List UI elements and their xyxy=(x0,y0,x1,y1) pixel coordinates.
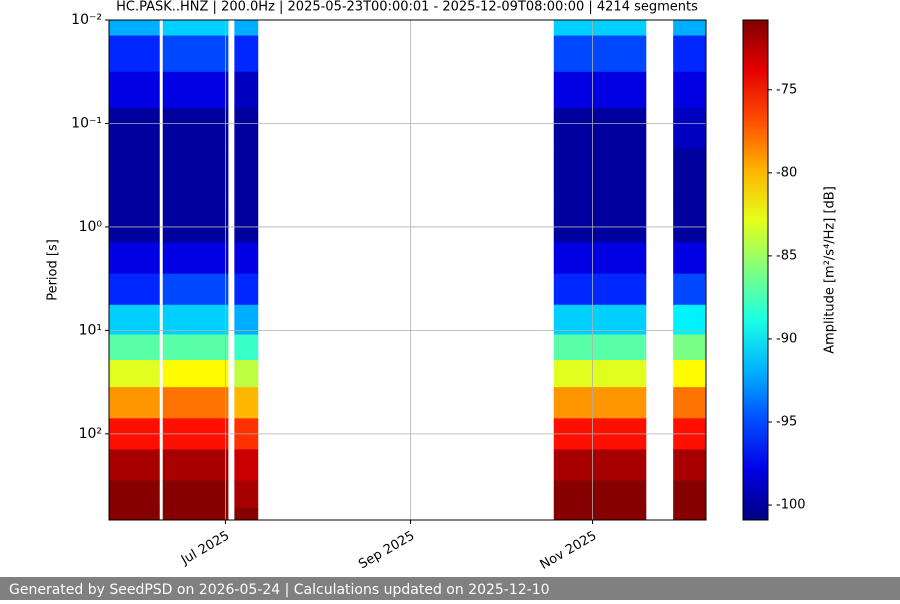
psd-cell xyxy=(673,71,706,109)
chart-title: HC.PASK..HNZ | 200.0Hz | 2025-05-23T00:0… xyxy=(116,0,698,15)
psd-cell xyxy=(553,334,647,361)
psd-cell xyxy=(673,107,706,149)
psd-cell xyxy=(162,35,229,73)
psd-cell xyxy=(109,508,160,521)
colorbar xyxy=(742,19,769,521)
psd-cell xyxy=(553,199,647,244)
psd-cell xyxy=(553,35,647,73)
psd-cell xyxy=(234,360,259,388)
psd-cell xyxy=(109,35,160,73)
psd-cell xyxy=(553,360,647,388)
psd-cell xyxy=(234,334,259,361)
plot-frame xyxy=(108,19,707,521)
psd-cell xyxy=(673,304,706,335)
psd-cell xyxy=(162,107,229,149)
psd-cell xyxy=(109,480,160,509)
psd-cell xyxy=(553,20,647,37)
psd-cell xyxy=(673,20,706,37)
colorbar-tick-label: -90 xyxy=(776,331,797,346)
footer-text: Generated by SeedPSD on 2026-05-24 | Cal… xyxy=(9,582,550,598)
y-tick-label: 10⁻² xyxy=(71,12,102,28)
psd-cell xyxy=(162,449,229,482)
psd-cell xyxy=(673,35,706,73)
colorbar-tick-label: -100 xyxy=(776,498,806,513)
y-tick-label: 10⁻¹ xyxy=(71,115,102,131)
psd-cell xyxy=(673,508,706,521)
psd-cell xyxy=(673,449,706,482)
psd-cell xyxy=(673,360,706,388)
psd-cell xyxy=(553,508,647,521)
psd-cell xyxy=(553,148,647,201)
y-tick-label: 10² xyxy=(79,426,102,442)
psd-cell xyxy=(673,242,706,275)
x-tick-label: Nov 2025 xyxy=(538,529,600,573)
psd-cell xyxy=(162,480,229,509)
psd-cell xyxy=(553,107,647,149)
psd-cell xyxy=(234,148,259,201)
colorbar-tick-label: -85 xyxy=(776,248,797,263)
psd-cell xyxy=(109,334,160,361)
y-tick-label: 10¹ xyxy=(79,322,102,338)
psd-cell xyxy=(234,387,259,419)
psd-cell xyxy=(673,199,706,244)
psd-cell xyxy=(234,480,259,509)
psd-cell xyxy=(162,334,229,361)
psd-cell xyxy=(162,508,229,521)
colorbar-tick-label: -75 xyxy=(776,82,797,97)
psd-cell xyxy=(234,107,259,149)
psd-cell xyxy=(553,273,647,306)
psd-cell xyxy=(234,508,259,521)
psd-cell xyxy=(234,273,259,306)
psd-cell xyxy=(673,480,706,509)
psd-cell xyxy=(234,242,259,275)
colorbar-tick-label: -95 xyxy=(776,414,797,429)
psd-cell xyxy=(162,360,229,388)
psd-cell xyxy=(162,387,229,419)
psd-cell xyxy=(234,449,259,482)
psd-cell xyxy=(162,199,229,244)
psd-cell xyxy=(234,71,259,109)
psd-cell xyxy=(109,242,160,275)
colorbar-tick-label: -80 xyxy=(776,165,797,180)
psd-cell xyxy=(109,107,160,149)
psd-cell xyxy=(234,20,259,37)
psd-cell xyxy=(234,35,259,73)
psd-cell xyxy=(109,148,160,201)
psd-cell xyxy=(553,480,647,509)
y-tick-label: 10⁰ xyxy=(79,219,103,235)
footer-bar xyxy=(0,577,900,600)
psd-cell xyxy=(673,273,706,306)
psd-cell xyxy=(109,449,160,482)
psd-cell xyxy=(162,20,229,37)
psd-cell xyxy=(553,304,647,335)
psd-cell xyxy=(109,20,160,37)
psd-cell xyxy=(234,304,259,335)
psd-cell xyxy=(162,273,229,306)
psd-cell xyxy=(162,242,229,275)
psd-cell xyxy=(162,304,229,335)
psd-cell xyxy=(109,71,160,109)
psd-cell xyxy=(162,71,229,109)
psd-cell xyxy=(162,148,229,201)
colorbar-label: Amplitude [m²/s⁴/Hz] [dB] xyxy=(823,186,838,354)
psd-cell xyxy=(673,148,706,201)
y-axis-label: Period [s] xyxy=(46,239,61,301)
psd-cell xyxy=(109,273,160,306)
psd-cell xyxy=(109,387,160,419)
psd-cell xyxy=(553,449,647,482)
psd-cell xyxy=(109,360,160,388)
psd-cell xyxy=(673,334,706,361)
psd-cell xyxy=(109,304,160,335)
psd-cell xyxy=(234,199,259,244)
x-tick-label: Jul 2025 xyxy=(178,529,232,569)
psd-cell xyxy=(109,199,160,244)
psd-cell xyxy=(553,387,647,419)
psd-cell xyxy=(553,71,647,109)
psd-cell xyxy=(673,387,706,419)
psd-cell xyxy=(553,242,647,275)
x-tick-label: Sep 2025 xyxy=(356,529,417,573)
